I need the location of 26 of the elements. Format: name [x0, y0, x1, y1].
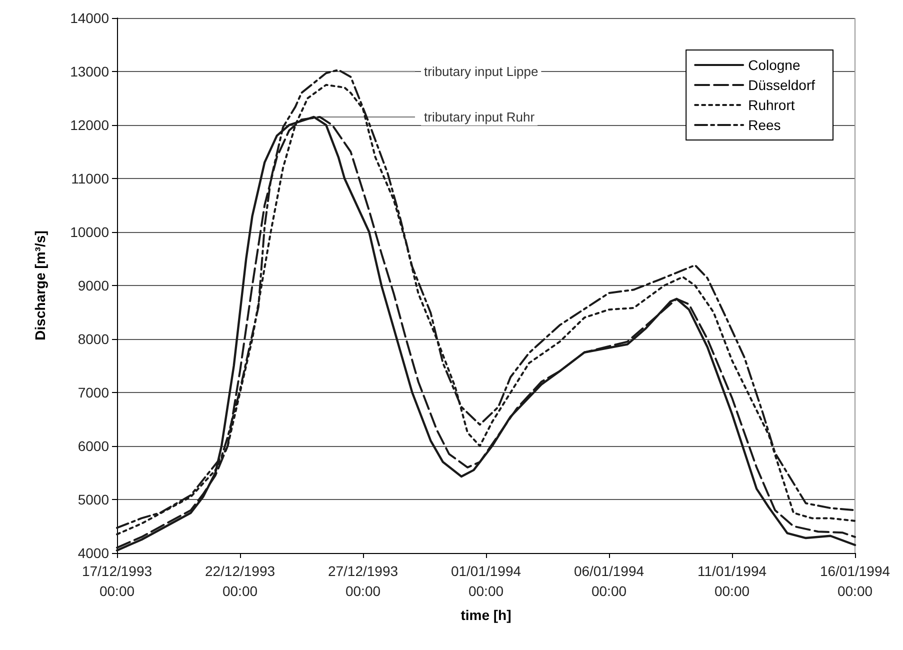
y-tick-label: 9000	[78, 278, 110, 294]
x-tick-label: 01/01/1994 00:00	[450, 563, 522, 599]
y-tick-label: 14000	[70, 10, 110, 26]
x-tick-label: 27/12/1993 00:00	[328, 563, 398, 599]
y-tick-label: 12000	[70, 117, 110, 133]
y-tick-label: 5000	[78, 492, 110, 508]
annotation: tributary input Ruhr	[424, 109, 536, 124]
legend-label: Ruhrort	[748, 97, 795, 113]
x-tick-label: 06/01/1994 00:00	[574, 563, 644, 599]
legend-label: Düsseldorf	[748, 77, 816, 93]
y-tick-label: 6000	[78, 438, 110, 454]
x-tick-label: 22/12/1993 00:00	[204, 563, 276, 599]
x-tick-label: 11/01/1994 00:00	[697, 563, 767, 599]
y-tick-label: 8000	[78, 331, 110, 347]
legend-label: Cologne	[748, 57, 800, 73]
x-tick-label: 17/12/1993 00:00	[82, 563, 152, 599]
y-tick-label: 4000	[78, 545, 110, 561]
legend-label: Rees	[748, 117, 781, 133]
y-tick-label: 13000	[70, 64, 110, 80]
y-tick-label: 7000	[78, 384, 110, 400]
x-tick-label: 16/01/1994 00:00	[820, 563, 890, 599]
x-axis-title: time [h]	[460, 607, 512, 623]
y-axis-title: Discharge [m³/s]	[32, 230, 48, 340]
y-tick-label: 10000	[70, 224, 110, 240]
annotation: tributary input Lippe	[424, 64, 538, 79]
y-tick-label: 11000	[71, 170, 110, 186]
